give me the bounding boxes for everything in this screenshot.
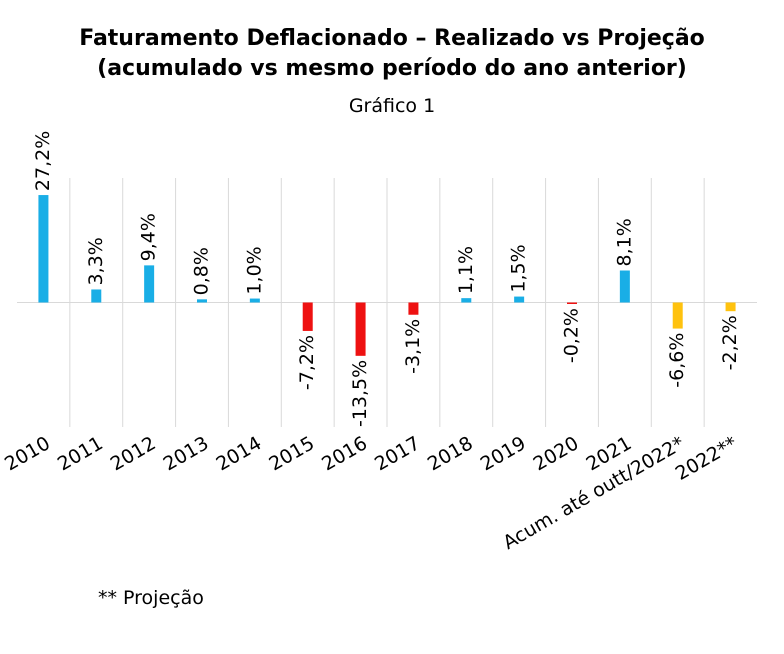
bar-2020: [567, 302, 577, 304]
data-label: -3,1%: [402, 319, 424, 374]
bar-2012: [144, 265, 155, 303]
tick-label: 2014: [212, 432, 265, 475]
data-label: -2,2%: [719, 315, 741, 370]
bar-2018: [461, 298, 472, 303]
chart-title-line1: Faturamento Deflacionado – Realizado vs …: [79, 26, 705, 51]
bar-2021: [619, 270, 630, 303]
tick-label: 2017: [371, 432, 424, 475]
bar-2011: [91, 289, 102, 303]
data-label: 9,4%: [138, 213, 160, 261]
tick-label: 2012: [107, 432, 160, 475]
tick-label: 2016: [318, 432, 371, 475]
tick-label: 2019: [477, 432, 530, 475]
tick-label: 2010: [1, 432, 54, 475]
data-label: 1,1%: [455, 246, 477, 294]
bar-2010: [38, 195, 49, 303]
tick-label: 2015: [265, 432, 318, 475]
bar-Acum. até outt/2022*: [672, 302, 683, 329]
data-label: 1,5%: [508, 244, 530, 292]
data-label: 0,8%: [191, 247, 213, 295]
bar-2017: [408, 302, 419, 315]
chart-title-line2: (acumulado vs mesmo período do ano anter…: [97, 56, 687, 81]
bar-2014: [249, 298, 260, 303]
tick-label: 2022**: [672, 432, 741, 485]
bar-2019: [514, 296, 525, 303]
tick-label: 2011: [54, 432, 107, 475]
data-label: 1,0%: [243, 246, 265, 294]
tick-label: 2013: [160, 432, 213, 475]
data-label: -7,2%: [296, 335, 318, 390]
tick-label: 2020: [530, 432, 583, 475]
chart-subtitle: Gráfico 1: [348, 95, 436, 117]
bar-2016: [355, 302, 366, 356]
data-label: -13,5%: [349, 360, 371, 427]
data-label: -6,6%: [666, 333, 688, 388]
data-label: 8,1%: [613, 218, 635, 266]
tick-label: 2018: [424, 432, 477, 475]
data-label: -0,2%: [561, 308, 583, 363]
bar-2022**: [725, 302, 736, 312]
data-label: 27,2%: [32, 131, 54, 191]
data-label: 3,3%: [85, 237, 107, 285]
bar-2015: [302, 302, 313, 331]
bar-2013: [197, 299, 207, 303]
footnote: ** Projeção: [98, 587, 204, 609]
